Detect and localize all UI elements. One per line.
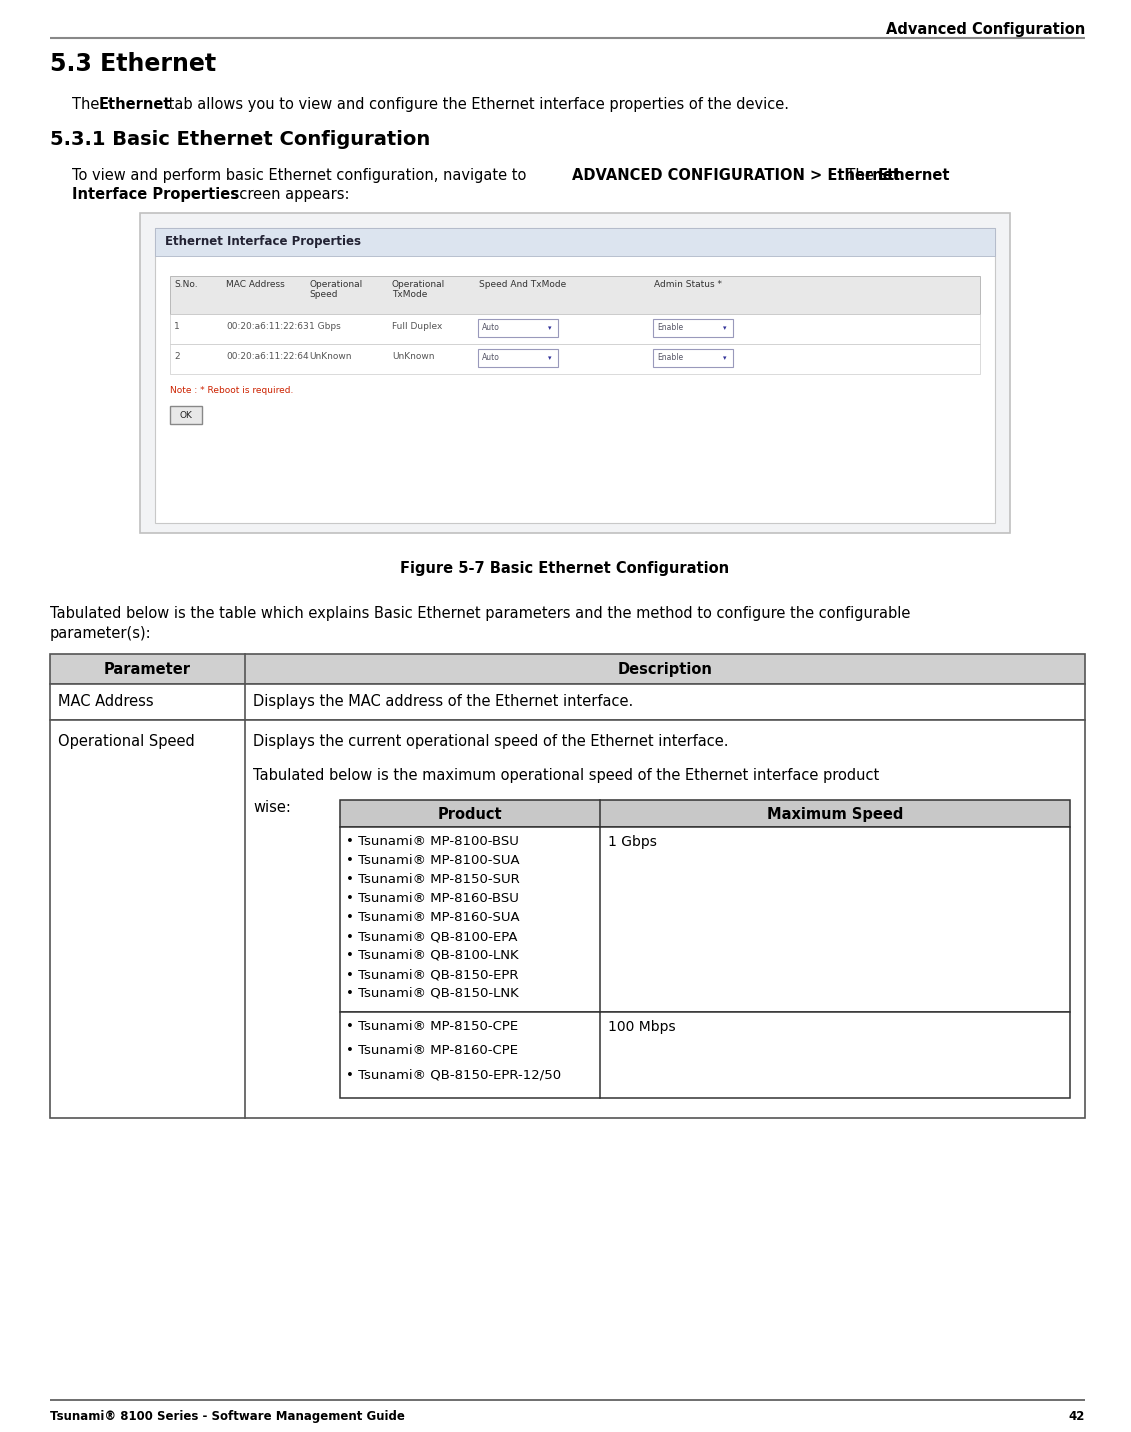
Text: Auto: Auto <box>482 354 500 362</box>
Text: Operational
TxMode: Operational TxMode <box>392 281 446 299</box>
Bar <box>50 684 1085 720</box>
Text: 100 Mbps: 100 Mbps <box>608 1020 675 1034</box>
Text: The: The <box>72 97 104 112</box>
Text: 42: 42 <box>1069 1411 1085 1423</box>
Bar <box>653 319 733 337</box>
Text: • Tsunami® QB-8150-LNK: • Tsunami® QB-8150-LNK <box>346 987 519 1000</box>
Text: MAC Address: MAC Address <box>226 281 285 289</box>
Text: 00:20:a6:11:22:63: 00:20:a6:11:22:63 <box>226 322 309 331</box>
Text: • Tsunami® QB-8100-EPA: • Tsunami® QB-8100-EPA <box>346 929 518 944</box>
Bar <box>155 228 995 523</box>
Text: Note : * Reboot is required.: Note : * Reboot is required. <box>170 387 293 395</box>
Text: • Tsunami® QB-8150-EPR-12/50: • Tsunami® QB-8150-EPR-12/50 <box>346 1068 561 1081</box>
Bar <box>50 654 1085 684</box>
Text: Displays the MAC address of the Ethernet interface.: Displays the MAC address of the Ethernet… <box>253 695 633 709</box>
Text: Enable: Enable <box>657 324 683 332</box>
Text: Description: Description <box>618 662 713 677</box>
Text: Full Duplex: Full Duplex <box>392 322 442 331</box>
Text: Figure 5-7 Basic Ethernet Configuration: Figure 5-7 Basic Ethernet Configuration <box>400 561 729 576</box>
Text: Ethernet: Ethernet <box>878 168 950 183</box>
Bar <box>478 349 558 367</box>
Bar <box>50 720 1085 1118</box>
Text: Admin Status *: Admin Status * <box>654 281 722 289</box>
Bar <box>653 349 733 367</box>
Text: Tabulated below is the table which explains Basic Ethernet parameters and the me: Tabulated below is the table which expla… <box>50 606 910 621</box>
Text: ▾: ▾ <box>549 325 552 331</box>
Bar <box>140 213 1010 533</box>
Text: ▾: ▾ <box>549 355 552 361</box>
Text: Auto: Auto <box>482 324 500 332</box>
Text: MAC Address: MAC Address <box>58 695 154 709</box>
Text: Ethernet: Ethernet <box>100 97 172 112</box>
Text: 1: 1 <box>174 322 180 331</box>
Text: 1 Gbps: 1 Gbps <box>608 835 657 849</box>
Text: ▾: ▾ <box>723 325 726 331</box>
Bar <box>155 228 995 256</box>
Text: Enable: Enable <box>657 354 683 362</box>
Bar <box>340 828 1070 1012</box>
Text: Interface Properties: Interface Properties <box>72 188 239 202</box>
Bar <box>340 800 1070 828</box>
Text: ADVANCED CONFIGURATION > Ethernet: ADVANCED CONFIGURATION > Ethernet <box>572 168 900 183</box>
Text: Tsunami® 8100 Series - Software Management Guide: Tsunami® 8100 Series - Software Manageme… <box>50 1411 405 1423</box>
Bar <box>170 344 979 374</box>
Text: Displays the current operational speed of the Ethernet interface.: Displays the current operational speed o… <box>253 735 728 749</box>
Text: Operational
Speed: Operational Speed <box>309 281 362 299</box>
Bar <box>170 314 979 344</box>
Text: 5.3 Ethernet: 5.3 Ethernet <box>50 52 216 76</box>
Text: 2: 2 <box>174 352 180 361</box>
Text: Product: Product <box>438 808 502 822</box>
Text: 5.3.1 Basic Ethernet Configuration: 5.3.1 Basic Ethernet Configuration <box>50 130 430 149</box>
Text: . The: . The <box>837 168 879 183</box>
Text: UnKnown: UnKnown <box>309 352 352 361</box>
Text: tab allows you to view and configure the Ethernet interface properties of the de: tab allows you to view and configure the… <box>164 97 789 112</box>
Text: Speed And TxMode: Speed And TxMode <box>480 281 567 289</box>
Text: • Tsunami® MP-8160-CPE: • Tsunami® MP-8160-CPE <box>346 1044 518 1057</box>
Text: • Tsunami® QB-8150-EPR: • Tsunami® QB-8150-EPR <box>346 968 518 981</box>
Text: 1 Gbps: 1 Gbps <box>309 322 340 331</box>
Text: ▾: ▾ <box>723 355 726 361</box>
Bar <box>170 276 979 314</box>
Bar <box>478 319 558 337</box>
Text: OK: OK <box>180 411 192 420</box>
Text: To view and perform basic Ethernet configuration, navigate to: To view and perform basic Ethernet confi… <box>72 168 530 183</box>
Text: parameter(s):: parameter(s): <box>50 626 152 642</box>
Bar <box>170 407 202 424</box>
Text: Tabulated below is the maximum operational speed of the Ethernet interface produ: Tabulated below is the maximum operation… <box>253 768 879 783</box>
Text: UnKnown: UnKnown <box>392 352 434 361</box>
Text: screen appears:: screen appears: <box>227 188 349 202</box>
Bar <box>340 1012 1070 1098</box>
Text: Advanced Configuration: Advanced Configuration <box>886 21 1085 37</box>
Text: 00:20:a6:11:22:64: 00:20:a6:11:22:64 <box>226 352 309 361</box>
Text: S.No.: S.No. <box>174 281 198 289</box>
Text: Maximum Speed: Maximum Speed <box>767 808 904 822</box>
Text: • Tsunami® MP-8150-CPE: • Tsunami® MP-8150-CPE <box>346 1020 518 1032</box>
Text: Operational Speed: Operational Speed <box>58 735 195 749</box>
Text: • Tsunami® QB-8100-LNK: • Tsunami® QB-8100-LNK <box>346 949 519 962</box>
Text: • Tsunami® MP-8160-SUA: • Tsunami® MP-8160-SUA <box>346 911 519 924</box>
Text: Parameter: Parameter <box>104 662 190 677</box>
Text: • Tsunami® MP-8160-BSU: • Tsunami® MP-8160-BSU <box>346 892 519 905</box>
Text: • Tsunami® MP-8150-SUR: • Tsunami® MP-8150-SUR <box>346 874 520 886</box>
Text: • Tsunami® MP-8100-SUA: • Tsunami® MP-8100-SUA <box>346 853 519 866</box>
Text: Ethernet Interface Properties: Ethernet Interface Properties <box>165 235 361 248</box>
Text: wise:: wise: <box>253 800 291 815</box>
Text: • Tsunami® MP-8100-BSU: • Tsunami® MP-8100-BSU <box>346 835 519 848</box>
